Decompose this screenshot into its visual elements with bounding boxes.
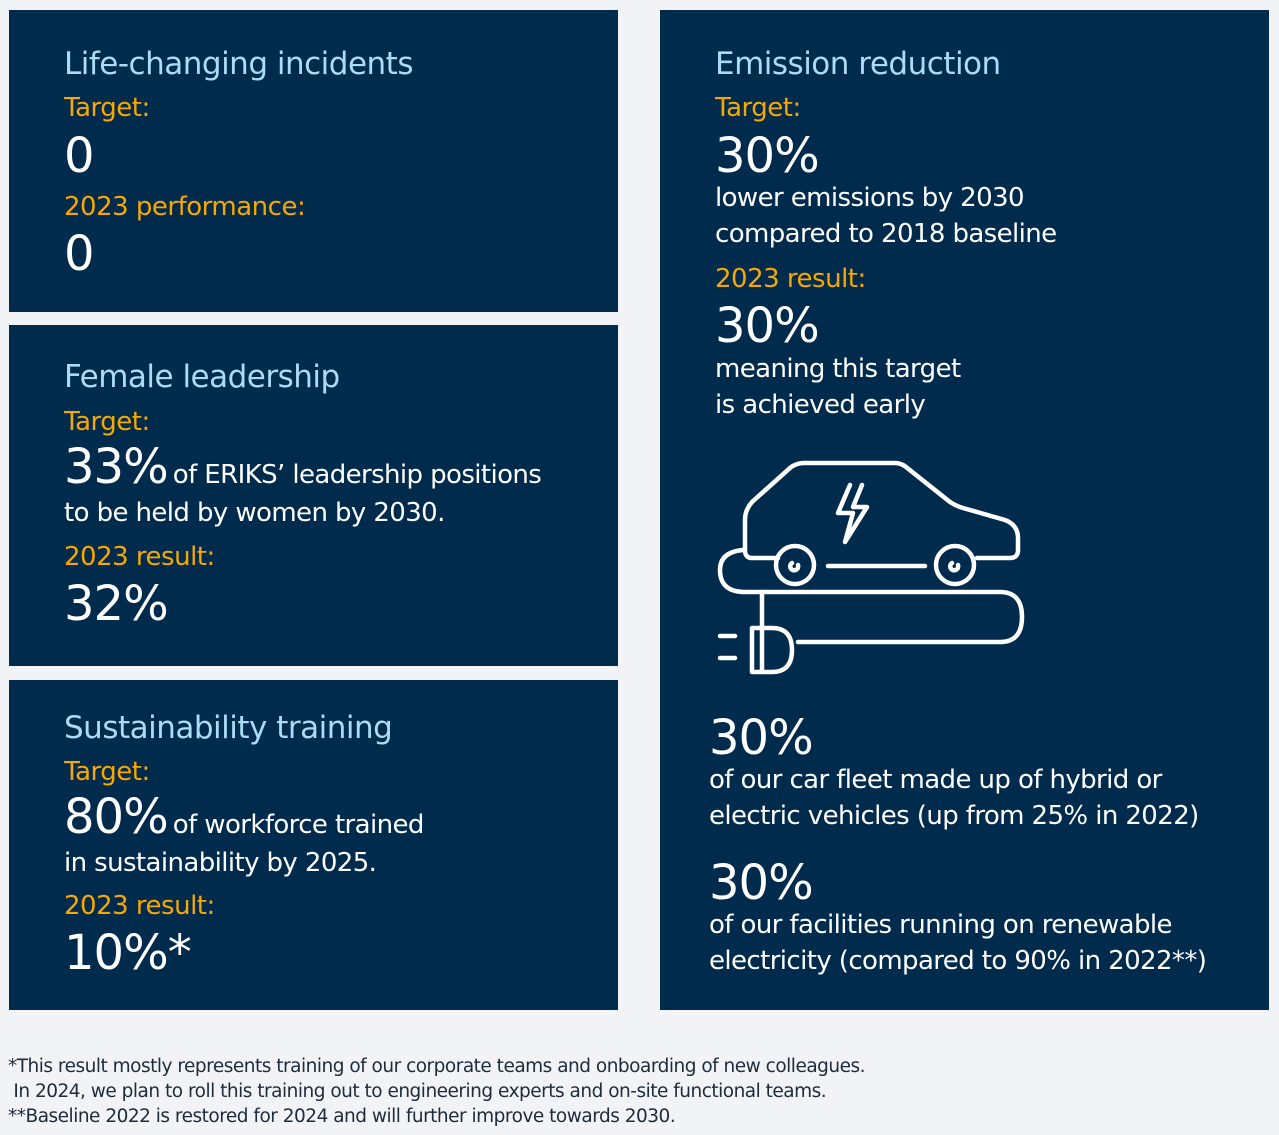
- female-target-line: 33% of ERIKS’ leadership positions: [64, 443, 542, 491]
- training-result-value: 10%*: [64, 925, 192, 981]
- footnote-1: *This result mostly represents training …: [8, 1056, 866, 1077]
- female-title: Female leadership: [64, 359, 340, 395]
- incidents-perf-label: 2023 performance:: [64, 192, 306, 222]
- fleet-text-1: of our car fleet made up of hybrid or: [709, 765, 1162, 795]
- emission-result-text-2: is achieved early: [715, 390, 926, 420]
- emission-target-value: 30%: [715, 128, 820, 184]
- emission-result-label: 2023 result:: [715, 264, 866, 294]
- training-target-value: 80%: [64, 789, 169, 845]
- emission-target-label: Target:: [715, 93, 801, 123]
- footnotes: *This result mostly represents training …: [8, 1054, 866, 1129]
- incidents-panel: Life-changing incidents Target: 0 2023 p…: [9, 10, 618, 312]
- training-target-text-2: in sustainability by 2025.: [64, 848, 377, 878]
- incidents-title: Life-changing incidents: [64, 46, 413, 82]
- female-result-label: 2023 result:: [64, 542, 215, 572]
- fleet-text-2: electric vehicles (up from 25% in 2022): [709, 801, 1199, 831]
- electric-car-icon: [717, 460, 1025, 675]
- facilities-value: 30%: [709, 855, 814, 911]
- emission-target-text-1: lower emissions by 2030: [715, 183, 1025, 213]
- female-target-label: Target:: [64, 407, 150, 437]
- training-title: Sustainability training: [64, 710, 393, 746]
- training-target-label: Target:: [64, 757, 150, 787]
- female-result-value: 32%: [64, 576, 169, 632]
- training-target-line: 80% of workforce trained: [64, 793, 424, 841]
- incidents-target-value: 0: [64, 128, 95, 184]
- incidents-perf-value: 0: [64, 226, 95, 282]
- training-target-text: of workforce trained: [172, 810, 425, 840]
- footnote-3: **Baseline 2022 is restored for 2024 and…: [8, 1106, 676, 1127]
- footnote-2: In 2024, we plan to roll this training o…: [8, 1081, 827, 1102]
- emission-panel: Emission reduction Target: 30% lower emi…: [660, 10, 1269, 1010]
- female-target-text: of ERIKS’ leadership positions: [172, 460, 542, 490]
- emission-result-text-1: meaning this target: [715, 354, 961, 384]
- emission-title: Emission reduction: [715, 46, 1001, 82]
- emission-target-text-2: compared to 2018 baseline: [715, 219, 1057, 249]
- facilities-text-2: electricity (compared to 90% in 2022**): [709, 946, 1207, 976]
- facilities-text-1: of our facilities running on renewable: [709, 910, 1173, 940]
- incidents-target-label: Target:: [64, 93, 150, 123]
- female-target-text-2: to be held by women by 2030.: [64, 498, 445, 528]
- training-result-label: 2023 result:: [64, 891, 215, 921]
- training-panel: Sustainability training Target: 80% of w…: [9, 680, 618, 1010]
- fleet-value: 30%: [709, 710, 814, 766]
- female-panel: Female leadership Target: 33% of ERIKS’ …: [9, 325, 618, 666]
- emission-result-value: 30%: [715, 298, 820, 354]
- female-target-value: 33%: [64, 439, 169, 495]
